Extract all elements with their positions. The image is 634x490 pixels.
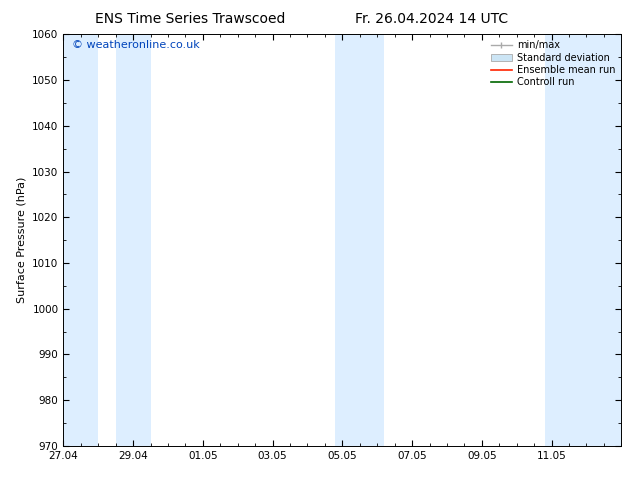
Legend: min/max, Standard deviation, Ensemble mean run, Controll run: min/max, Standard deviation, Ensemble me… [487, 36, 619, 91]
Text: Fr. 26.04.2024 14 UTC: Fr. 26.04.2024 14 UTC [354, 12, 508, 26]
Bar [545, 34, 621, 446]
Bar [63, 34, 98, 446]
Bar [115, 34, 150, 446]
Text: © weatheronline.co.uk: © weatheronline.co.uk [72, 41, 200, 50]
Y-axis label: Surface Pressure (hPa): Surface Pressure (hPa) [16, 177, 27, 303]
Text: ENS Time Series Trawscoed: ENS Time Series Trawscoed [95, 12, 285, 26]
Bar [335, 34, 384, 446]
